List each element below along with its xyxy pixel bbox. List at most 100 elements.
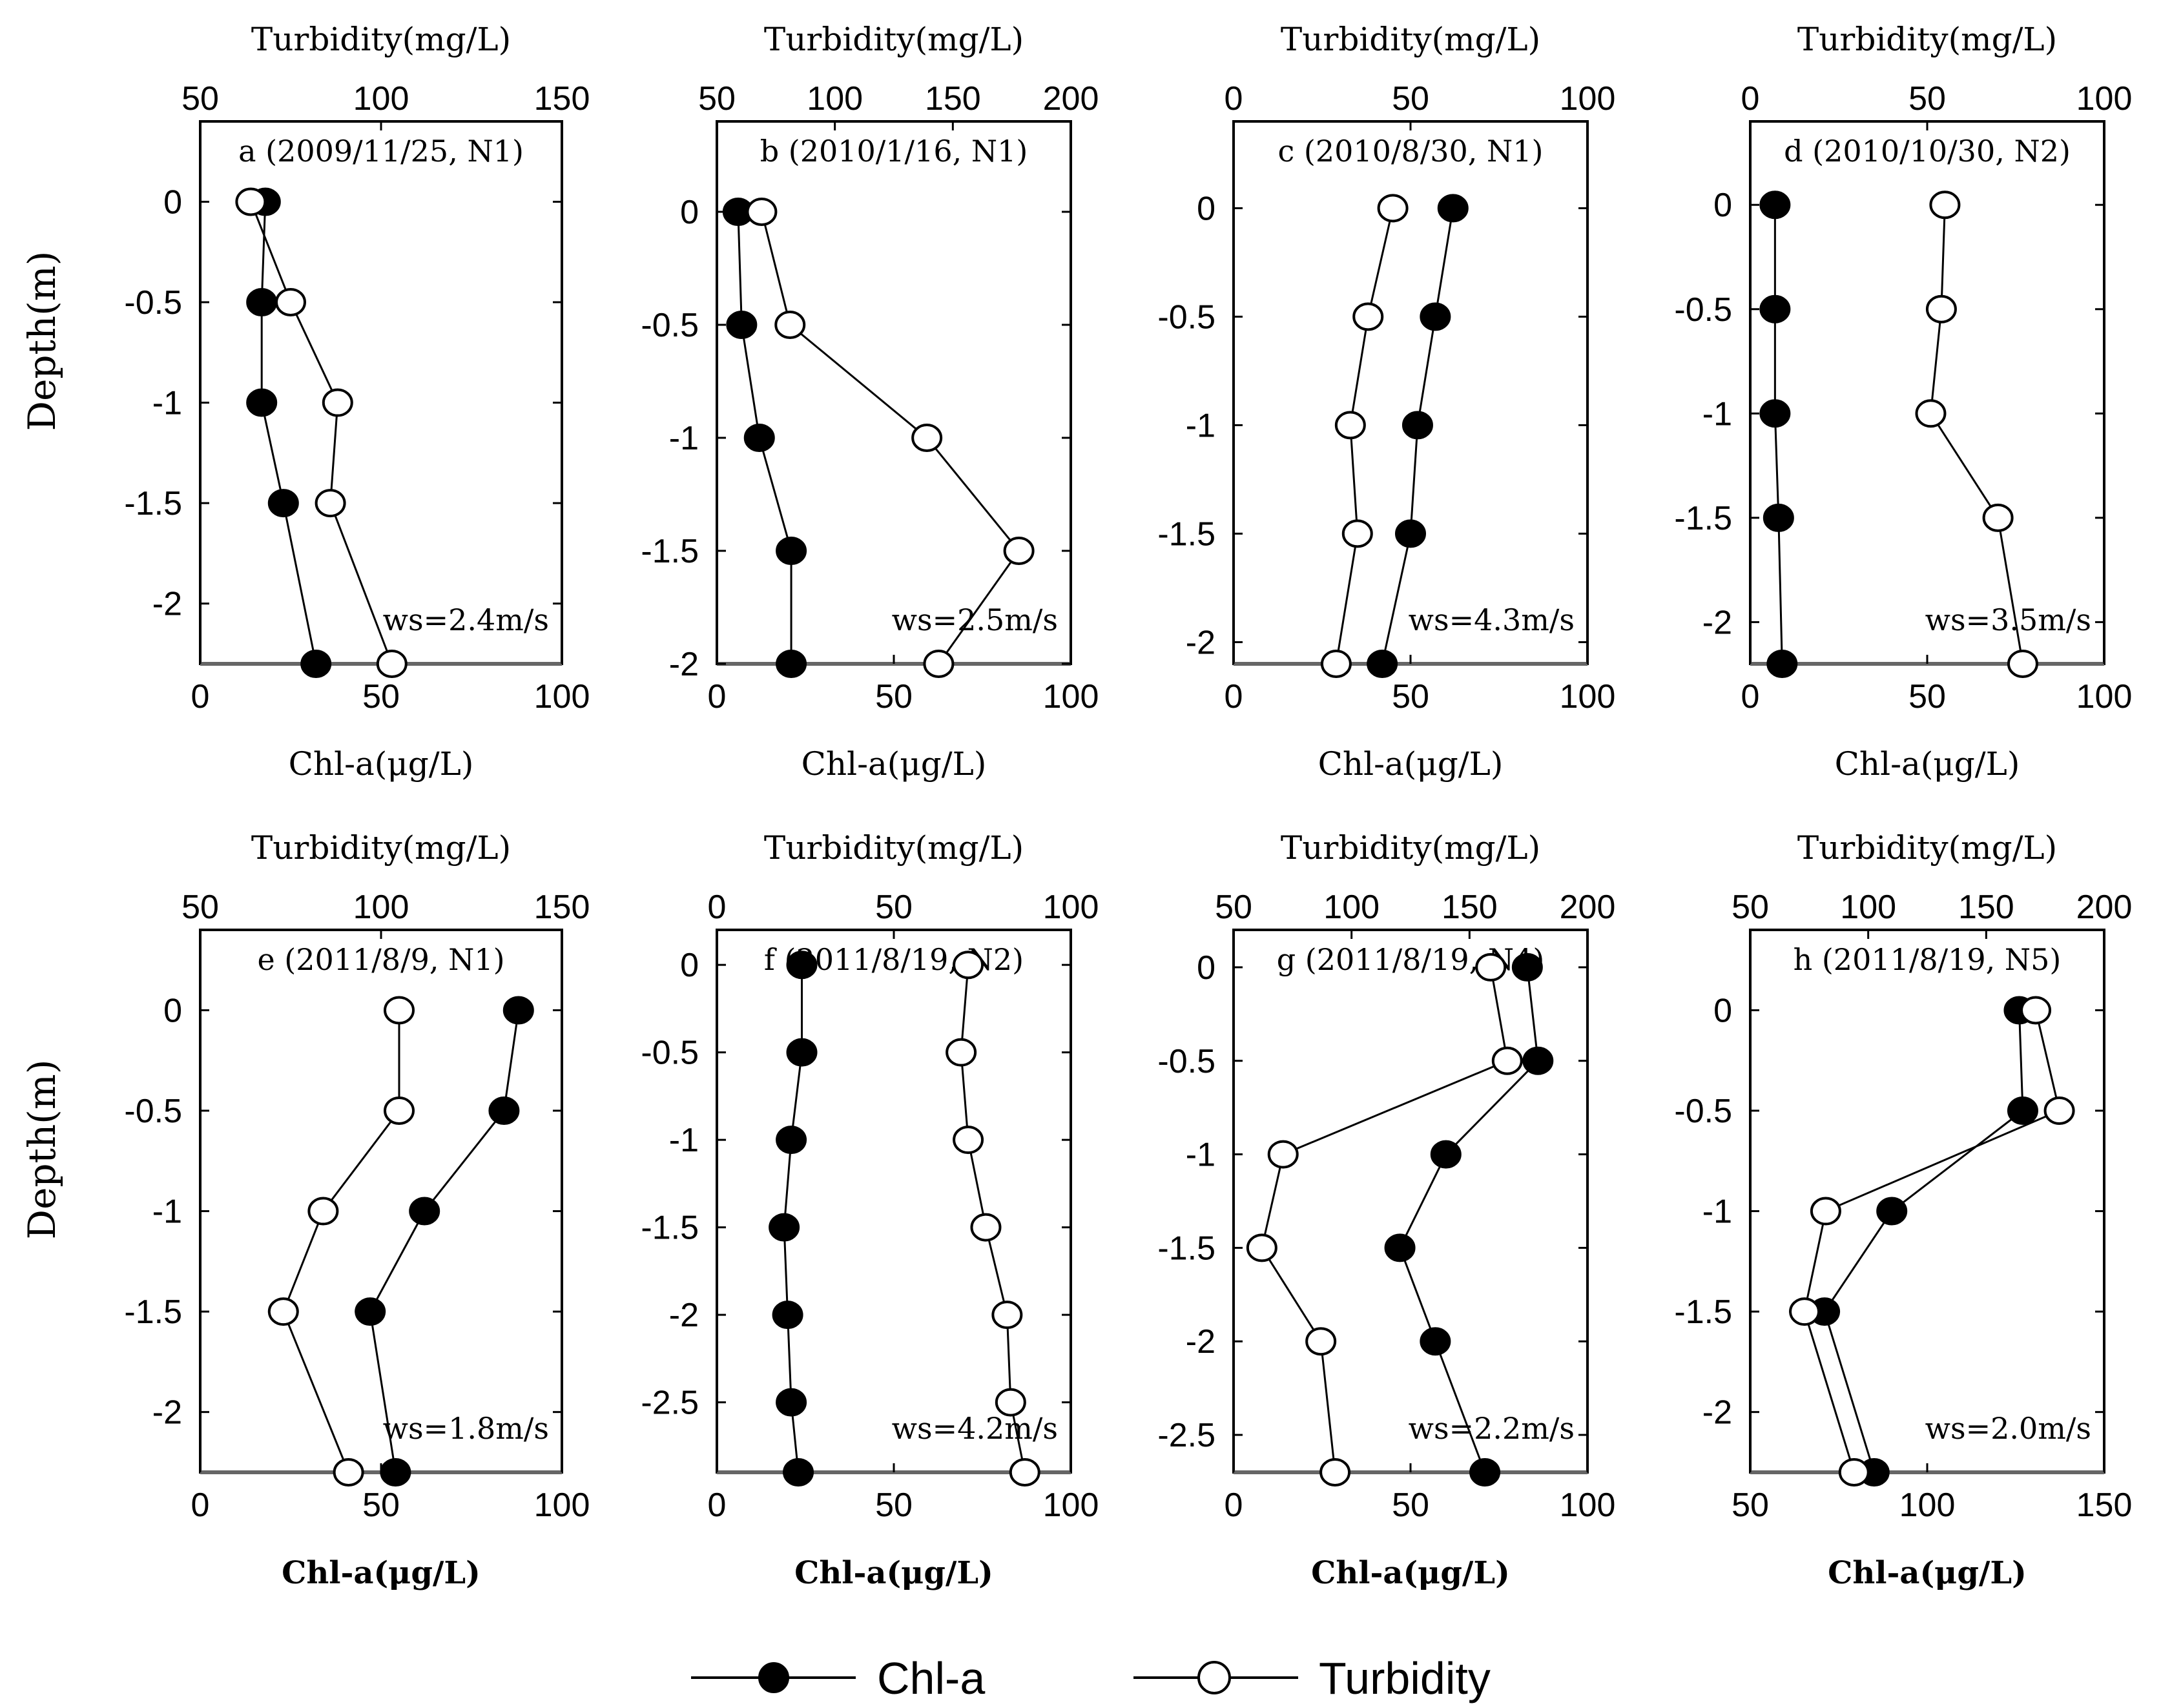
turbidity-point [376, 650, 408, 678]
turbidity-point [1305, 1327, 1337, 1356]
bottom-tick-label: 0 [191, 1487, 210, 1524]
chl-point [1759, 190, 1791, 220]
top-axis-title: Turbidity(mg/L) [1281, 829, 1540, 867]
y-tick-label: -2.5 [1157, 1417, 1215, 1454]
y-axis-title: Depth(m) [20, 1060, 64, 1240]
panel-title: e (2011/8/9, N1) [257, 942, 504, 977]
wind-speed-label: ws=3.5m/s [1925, 602, 2091, 637]
legend: Chl-a Turbidity [691, 1653, 1491, 1703]
y-tick-label: -1 [1186, 1137, 1215, 1174]
panel-f: 0 50 100 0 50 100 0 -0.5 -1 -1.5 -2 -2.5 Turbidity(m… [641, 829, 1099, 1591]
chl-point [1876, 1197, 1908, 1226]
top-tick-label: 100 [1043, 889, 1099, 926]
turbidity-point [2020, 996, 2052, 1025]
bottom-tick-label: 100 [1560, 678, 1616, 715]
legend-chl-label: Chl-a [877, 1653, 985, 1703]
legend-turb-marker [1197, 1661, 1231, 1694]
top-tick-label: 200 [1043, 80, 1099, 118]
panel-b: 50 100 150 200 0 50 100 0 -0.5 -1 -1.5 -2 Turbidity(… [641, 21, 1099, 783]
turbidity-point [1319, 1458, 1351, 1487]
y-tick-label: -1.5 [1674, 1293, 1732, 1331]
panel-h: 50 100 150 200 50 100 150 0 -0.5 -1 -1.5 -2 Turbidit… [1674, 829, 2132, 1591]
chl-point [1430, 1140, 1462, 1169]
top-tick-label: 100 [353, 889, 409, 926]
turbidity-point [970, 1213, 1002, 1242]
chl-series-line [1398, 967, 1539, 1473]
chl-point [1395, 519, 1426, 548]
turbidity-point [1838, 1458, 1870, 1487]
top-axis-title: Turbidity(mg/L) [251, 21, 511, 58]
chl-point [246, 388, 278, 417]
top-tick-label: 50 [875, 889, 913, 926]
chl-point [267, 489, 299, 518]
top-axis-title: Turbidity(mg/L) [1797, 21, 2057, 58]
chl-series-line [369, 1010, 520, 1473]
panel-c: 0 50 100 0 50 100 0 -0.5 -1 -1.5 -2 Turbidity(mg/L)… [1157, 21, 1615, 783]
chl-point [1437, 194, 1469, 223]
bottom-tick-label: 0 [1741, 678, 1760, 715]
top-tick-label: 150 [1958, 889, 2014, 926]
chl-point [1420, 302, 1451, 331]
top-tick-label: 100 [1323, 889, 1380, 926]
y-axis-title: Depth(m) [20, 251, 64, 431]
plot-frame [1232, 120, 1589, 665]
chl-point [1420, 1327, 1451, 1356]
wind-speed-label: ws=2.4m/s [383, 602, 549, 637]
bottom-tick-label: 0 [191, 678, 210, 715]
turbidity-point [235, 187, 267, 216]
turbidity-point [746, 198, 778, 226]
top-tick-label: 100 [2076, 80, 2133, 118]
turbidity-point [923, 650, 955, 678]
turbidity-point [1491, 1046, 1523, 1075]
top-axis-title: Turbidity(mg/L) [1797, 829, 2057, 867]
bottom-tick-label: 150 [2076, 1487, 2133, 1524]
y-tick-label: -0.5 [1157, 1043, 1215, 1080]
turbidity-point [991, 1301, 1023, 1330]
turbidity-point [953, 1126, 984, 1155]
top-tick-label: 150 [925, 80, 981, 118]
y-tick-label: -2 [669, 646, 699, 683]
y-tick-label: 0 [1197, 949, 1215, 987]
turbidity-point [1925, 294, 1957, 324]
top-tick-label: 0 [708, 889, 727, 926]
y-tick-label: -1 [669, 1122, 699, 1159]
y-tick-label: -0.5 [641, 307, 699, 344]
top-tick-label: 150 [1442, 889, 1498, 926]
turbidity-point [1246, 1233, 1277, 1262]
wind-speed-label: ws=4.2m/s [892, 1411, 1058, 1446]
chl-point [776, 650, 807, 678]
turbidity-series-line [1929, 205, 2024, 664]
top-tick-label: 50 [1908, 80, 1946, 118]
chl-point [776, 1388, 807, 1417]
y-tick-label: 0 [680, 947, 699, 984]
turbidity-point [774, 311, 806, 339]
turbidity-point [267, 1297, 299, 1326]
panel-title: a (2009/11/25, N1) [238, 134, 524, 169]
turbidity-point [315, 489, 346, 518]
chl-point [2007, 1096, 2038, 1125]
y-tick-label: -2 [152, 1394, 182, 1432]
chl-point [772, 1301, 803, 1330]
y-tick-label: 0 [680, 194, 699, 231]
turbidity-series-line [282, 1010, 400, 1473]
y-tick-label: -0.5 [1157, 298, 1215, 336]
y-tick-label: -1.5 [124, 1293, 182, 1331]
chl-point [776, 1126, 807, 1155]
y-tick-label: 0 [163, 183, 182, 221]
y-tick-label: 0 [163, 992, 182, 1029]
bottom-tick-label: 0 [1225, 1487, 1243, 1524]
bottom-tick-label: 0 [1225, 678, 1243, 715]
bottom-axis-title: Chl-a(μg/L) [1318, 745, 1504, 783]
y-tick-label: -2 [152, 586, 182, 623]
bottom-tick-label: 50 [1908, 678, 1946, 715]
y-tick-label: -0.5 [124, 284, 182, 322]
chl-point [1522, 1046, 1554, 1075]
turbidity-point [2007, 650, 2038, 678]
turbidity-point [307, 1197, 339, 1226]
y-tick-label: -0.5 [124, 1093, 182, 1130]
turbidity-series-line [250, 201, 393, 664]
turbidity-point [322, 388, 353, 417]
turbidity-point [1334, 411, 1366, 440]
chl-point [488, 1096, 520, 1125]
turbidity-point [953, 951, 984, 980]
